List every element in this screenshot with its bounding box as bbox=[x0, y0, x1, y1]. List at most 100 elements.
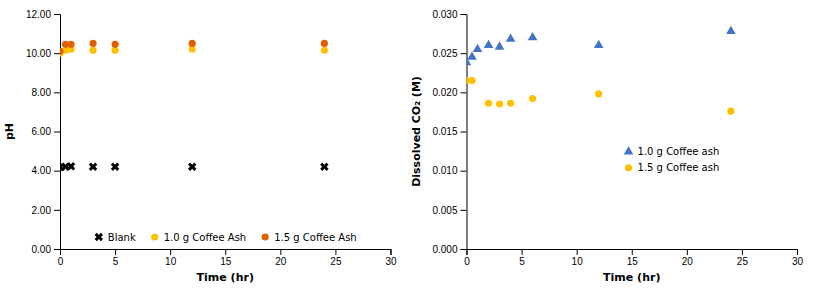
y-tick: 2.00 bbox=[32, 205, 60, 216]
point bbox=[89, 40, 96, 47]
x-tick-mark bbox=[522, 249, 523, 255]
y-tick-mark bbox=[461, 92, 467, 93]
y-tick: 0.030 bbox=[432, 9, 466, 20]
y-axis: 0.002.004.006.008.0010.0012.00 bbox=[26, 9, 61, 255]
x-tick-label: 30 bbox=[385, 256, 397, 267]
x-tick: 10 bbox=[572, 249, 584, 267]
points bbox=[467, 26, 736, 115]
y-tick: 0.025 bbox=[432, 48, 466, 59]
point bbox=[727, 108, 734, 115]
point bbox=[186, 160, 199, 173]
y-axis: 0.0000.0050.0100.0150.0200.0250.030 bbox=[432, 9, 467, 255]
x-tick: 15 bbox=[220, 249, 232, 267]
point bbox=[467, 52, 477, 60]
x-tick: 0 bbox=[58, 249, 64, 267]
y-axis-title: Dissolved CO₂ (M) bbox=[410, 76, 423, 187]
legend-symbol bbox=[625, 164, 632, 171]
x-tick-mark bbox=[391, 249, 392, 255]
x-tick: 5 bbox=[519, 249, 525, 267]
point bbox=[87, 160, 100, 173]
x-tick-label: 5 bbox=[519, 256, 525, 267]
y-tick-label: 2.00 bbox=[32, 205, 52, 216]
point bbox=[321, 40, 328, 47]
y-tick-mark bbox=[461, 249, 467, 250]
point bbox=[65, 160, 78, 173]
x-axis: 0 5 10 15 20 25 30 bbox=[58, 249, 397, 267]
point bbox=[468, 77, 475, 84]
x-tick-label: 5 bbox=[113, 256, 119, 267]
legend-label: 1.0 g Coffee Ash bbox=[164, 232, 246, 243]
legend-symbol bbox=[92, 231, 105, 244]
figure: 0510152025300.002.004.006.008.0010.0012.… bbox=[0, 0, 813, 289]
point bbox=[189, 40, 196, 47]
panel: 0510152025300.002.004.006.008.0010.0012.… bbox=[3, 9, 397, 284]
y-tick-mark bbox=[461, 210, 467, 211]
y-tick: 6.00 bbox=[32, 126, 60, 137]
x-tick-mark bbox=[335, 249, 336, 255]
series bbox=[467, 77, 735, 115]
point bbox=[484, 40, 494, 48]
point bbox=[506, 34, 516, 42]
x-axis-title: Time (hr) bbox=[197, 271, 254, 284]
y-tick-mark bbox=[54, 249, 60, 250]
point bbox=[473, 44, 483, 52]
point bbox=[67, 41, 74, 48]
x-tick-label: 0 bbox=[58, 256, 64, 267]
y-tick-label: 0.010 bbox=[432, 165, 457, 176]
x-tick: 30 bbox=[385, 249, 397, 267]
y-tick-label: 0.005 bbox=[432, 205, 457, 216]
x-tick-mark bbox=[225, 249, 226, 255]
legend-label: 1.0 g Coffee ash bbox=[638, 146, 720, 157]
y-tick: 12.00 bbox=[26, 9, 60, 20]
point bbox=[495, 41, 505, 49]
y-tick-label: 0.025 bbox=[432, 48, 457, 59]
y-axis-title: pH bbox=[3, 123, 16, 140]
panel: 0510152025300.0000.0050.0100.0150.0200.0… bbox=[410, 9, 804, 284]
y-tick: 8.00 bbox=[32, 87, 60, 98]
y-axis-line bbox=[54, 15, 61, 250]
x-tick: 10 bbox=[165, 249, 177, 267]
point bbox=[112, 41, 119, 48]
y-tick-mark bbox=[54, 132, 60, 133]
x-axis-line bbox=[61, 250, 392, 256]
y-tick-mark bbox=[461, 132, 467, 133]
y-tick-mark bbox=[461, 53, 467, 54]
y-tick: 0.005 bbox=[432, 205, 466, 216]
y-tick: 4.00 bbox=[32, 165, 60, 176]
x-tick: 20 bbox=[275, 249, 287, 267]
y-tick-label: 6.00 bbox=[32, 126, 52, 137]
x-tick-mark bbox=[170, 249, 171, 255]
y-tick-mark bbox=[54, 210, 60, 211]
y-tick-mark bbox=[54, 53, 60, 54]
x-tick: 25 bbox=[737, 249, 749, 267]
x-tick-label: 10 bbox=[572, 256, 584, 267]
y-tick-label: 0.015 bbox=[432, 126, 457, 137]
point bbox=[507, 100, 514, 107]
point bbox=[60, 48, 64, 55]
y-tick-label: 4.00 bbox=[32, 165, 52, 176]
y-tick: 0.020 bbox=[432, 87, 466, 98]
x-tick-mark bbox=[687, 249, 688, 255]
point bbox=[595, 90, 602, 97]
point bbox=[109, 160, 122, 173]
x-tick: 0 bbox=[464, 249, 470, 267]
x-axis: 051015202530 bbox=[464, 249, 803, 267]
x-tick-mark bbox=[577, 249, 578, 255]
x-tick: 5 bbox=[113, 249, 119, 267]
point bbox=[726, 26, 736, 34]
x-tick-label: 30 bbox=[792, 256, 804, 267]
y-tick-mark bbox=[461, 171, 467, 172]
point bbox=[89, 47, 96, 54]
series bbox=[60, 46, 328, 57]
y-tick-mark bbox=[54, 92, 60, 93]
x-tick-mark bbox=[115, 249, 116, 255]
legend: Blank1.0 g Coffee Ash1.5 g Coffee Ash bbox=[92, 231, 356, 244]
x-tick: 25 bbox=[330, 249, 342, 267]
legend-label: Blank bbox=[108, 232, 136, 243]
x-tick-label: 15 bbox=[220, 256, 232, 267]
y-axis-line bbox=[461, 15, 468, 250]
y-tick-mark bbox=[54, 14, 60, 15]
legend-symbol bbox=[151, 233, 158, 240]
x-tick-label: 20 bbox=[275, 256, 287, 267]
y-tick: 0.015 bbox=[432, 126, 466, 137]
